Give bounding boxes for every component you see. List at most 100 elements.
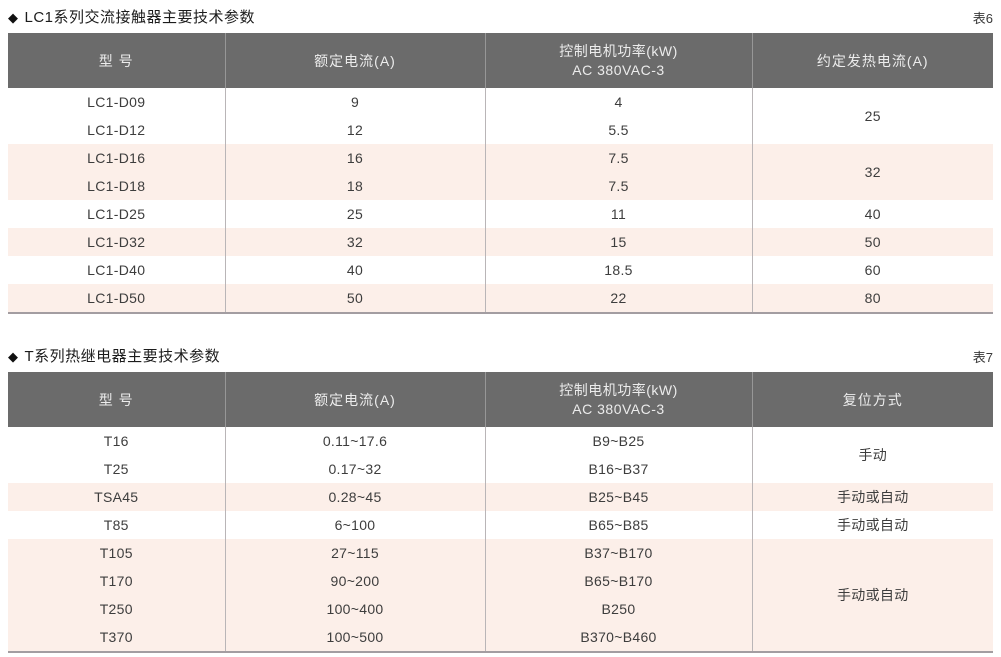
heating-current-cell: 80	[752, 284, 993, 313]
header-cell-motor-power: 控制电机功率(kW) AC 380VAC-3	[485, 372, 753, 427]
heating-current-cell: 40	[752, 200, 993, 228]
table-row: T250 100~400 B250	[8, 595, 993, 623]
motor-power-cell: B25~B45	[485, 483, 753, 511]
section1-title: ◆ LC1系列交流接触器主要技术参数	[8, 6, 255, 27]
table-row: LC1-D32 32 15 50	[8, 228, 993, 256]
model-cell: LC1-D12	[8, 116, 226, 144]
motor-power-cell: B370~B460	[485, 623, 753, 652]
table-row: T16 0.11~17.6 B9~B25 手动	[8, 427, 993, 483]
motor-power-cell: B65~B85	[485, 511, 753, 539]
rated-current-cell: 100~400	[225, 595, 486, 623]
section1-title-text: LC1系列交流接触器主要技术参数	[24, 9, 256, 26]
header-cell-heating-current: 约定发热电流(A)	[752, 33, 993, 88]
section2-table-label: 表7	[972, 350, 993, 365]
model-cell: TSA45	[8, 483, 226, 511]
header-motor-power-line1: 控制电机功率(kW)	[559, 42, 678, 59]
section2-title: ◆ T系列热继电器主要技术参数	[8, 345, 220, 366]
lc1-table-body: LC1-D09 9 4 25 LC1-D12 12 5.5 LC1-D16 16…	[8, 88, 993, 313]
lc1-table-head: 型 号 额定电流(A) 控制电机功率(kW) AC 380VAC-3 约定发热电…	[8, 33, 993, 88]
rated-current-cell: 27~115	[225, 539, 486, 567]
rated-current-cell: 100~500	[225, 623, 486, 652]
header-cell-rated-current: 额定电流(A)	[225, 372, 486, 427]
motor-power-cell: B9~B25	[485, 427, 753, 455]
motor-power-cell: 7.5	[485, 144, 753, 172]
diamond-bullet-icon: ◆	[8, 10, 19, 25]
heating-current-cell: 60	[752, 256, 993, 284]
motor-power-cell: B250	[485, 595, 753, 623]
reset-mode-cell: 手动	[752, 427, 993, 483]
model-cell: T85	[8, 511, 226, 539]
table-row: T105 27~115 B37~B170 手动或自动	[8, 539, 993, 652]
rated-current-cell: 32	[225, 228, 486, 256]
rated-current-cell: 0.17~32	[225, 455, 486, 483]
rated-current-cell: 18	[225, 172, 486, 200]
rated-current-cell: 0.11~17.6	[225, 427, 486, 455]
header-cell-rated-current: 额定电流(A)	[225, 33, 486, 88]
motor-power-cell: 11	[485, 200, 753, 228]
table-row: T370 100~500 B370~B460	[8, 623, 993, 652]
model-cell: T250	[8, 595, 226, 623]
model-cell: LC1-D09	[8, 88, 226, 116]
header-cell-model: 型 号	[8, 372, 226, 427]
model-cell: LC1-D16	[8, 144, 226, 172]
heating-current-cell: 25	[752, 88, 993, 144]
table-row: LC1-D25 25 11 40	[8, 200, 993, 228]
diamond-bullet-icon: ◆	[8, 349, 19, 364]
rated-current-cell: 90~200	[225, 567, 486, 595]
model-cell: LC1-D32	[8, 228, 226, 256]
header-cell-reset-mode: 复位方式	[752, 372, 993, 427]
header-row: 型 号 额定电流(A) 控制电机功率(kW) AC 380VAC-3 约定发热电…	[8, 33, 993, 88]
rated-current-cell: 12	[225, 116, 486, 144]
reset-mode-cell: 手动或自动	[752, 483, 993, 511]
motor-power-cell: B16~B37	[485, 455, 753, 483]
reset-mode-cell: 手动或自动	[752, 511, 993, 539]
motor-power-cell: 7.5	[485, 172, 753, 200]
table-row: LC1-D40 40 18.5 60	[8, 256, 993, 284]
table-row: T85 6~100 B65~B85 手动或自动	[8, 511, 993, 539]
header-cell-model: 型 号	[8, 33, 226, 88]
table-row: T25 0.17~32 B16~B37	[8, 455, 993, 483]
model-cell: T105	[8, 539, 226, 567]
model-cell: LC1-D18	[8, 172, 226, 200]
section1-header: ◆ LC1系列交流接触器主要技术参数 表6	[8, 6, 993, 27]
model-cell: LC1-D40	[8, 256, 226, 284]
lc1-parameters-table: 型 号 额定电流(A) 控制电机功率(kW) AC 380VAC-3 约定发热电…	[8, 33, 993, 314]
motor-power-cell: B37~B170	[485, 539, 753, 567]
rated-current-cell: 50	[225, 284, 486, 313]
table-row: LC1-D09 9 4 25	[8, 88, 993, 144]
rated-current-cell: 6~100	[225, 511, 486, 539]
header-cell-motor-power: 控制电机功率(kW) AC 380VAC-3	[485, 33, 753, 88]
rated-current-cell: 16	[225, 144, 486, 172]
t-series-parameters-table: 型 号 额定电流(A) 控制电机功率(kW) AC 380VAC-3 复位方式 …	[8, 372, 993, 653]
section2-header: ◆ T系列热继电器主要技术参数 表7	[8, 345, 993, 366]
heating-current-cell: 50	[752, 228, 993, 256]
model-cell: LC1-D25	[8, 200, 226, 228]
model-cell: T170	[8, 567, 226, 595]
header-motor-power-line2: AC 380VAC-3	[572, 61, 665, 78]
header-motor-power-line1: 控制电机功率(kW)	[559, 381, 678, 398]
table-row: T170 90~200 B65~B170	[8, 567, 993, 595]
motor-power-cell: 18.5	[485, 256, 753, 284]
section2-title-text: T系列热继电器主要技术参数	[24, 348, 221, 365]
table-row: LC1-D18 18 7.5	[8, 172, 993, 200]
table-row: LC1-D12 12 5.5	[8, 116, 993, 144]
rated-current-cell: 25	[225, 200, 486, 228]
rated-current-cell: 40	[225, 256, 486, 284]
table-row: TSA45 0.28~45 B25~B45 手动或自动	[8, 483, 993, 511]
t-table-head: 型 号 额定电流(A) 控制电机功率(kW) AC 380VAC-3 复位方式	[8, 372, 993, 427]
motor-power-cell: 15	[485, 228, 753, 256]
table-row: LC1-D16 16 7.5 32	[8, 144, 993, 200]
section1-table-label: 表6	[972, 11, 993, 26]
table-row: LC1-D50 50 22 80	[8, 284, 993, 313]
header-motor-power-line2: AC 380VAC-3	[572, 400, 665, 417]
rated-current-cell: 0.28~45	[225, 483, 486, 511]
model-cell: T16	[8, 427, 226, 455]
motor-power-cell: 5.5	[485, 116, 753, 144]
model-cell: LC1-D50	[8, 284, 226, 313]
motor-power-cell: 22	[485, 284, 753, 313]
header-row: 型 号 额定电流(A) 控制电机功率(kW) AC 380VAC-3 复位方式	[8, 372, 993, 427]
motor-power-cell: 4	[485, 88, 753, 116]
motor-power-cell: B65~B170	[485, 567, 753, 595]
rated-current-cell: 9	[225, 88, 486, 116]
model-cell: T370	[8, 623, 226, 652]
